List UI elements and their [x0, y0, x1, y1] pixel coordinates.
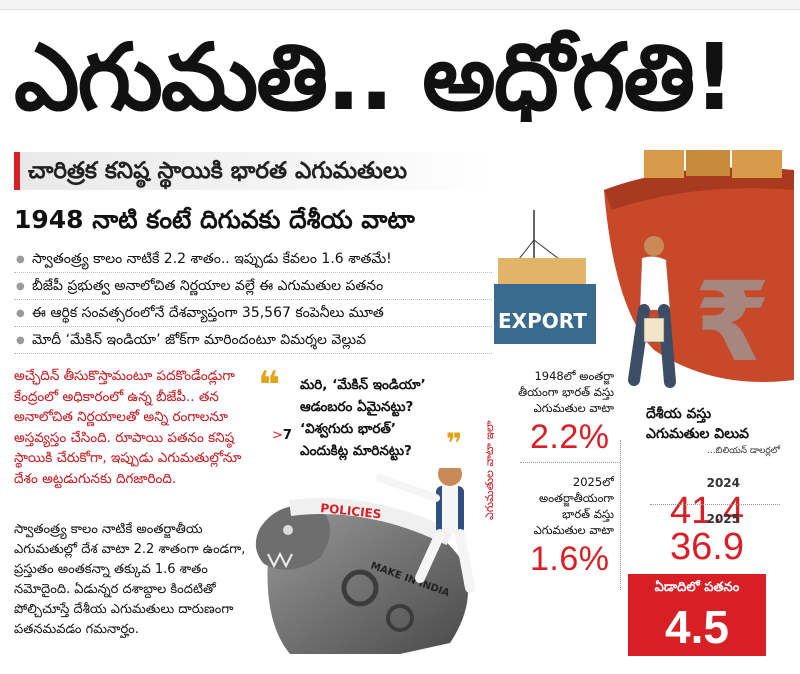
quote-line: ‘విశ్వగురు భారత్’	[300, 421, 397, 437]
bullet-item: ఈ ఆర్థిక సంవత్సరంలోనే దేశవ్యాప్తంగా 35,5…	[14, 300, 492, 327]
bullet-item: మోదీ ‘మేకిన్ ఇండియా’ జోక్‌గా మారిందంటూ వ…	[14, 327, 492, 354]
rupee-icon: ₹	[694, 258, 771, 386]
page-reference: >7	[272, 428, 292, 443]
quote-text: మరి, ‘మేకిన్ ఇండియా’ ఆడంబరం ఏమైనట్టు? ‘వ…	[300, 374, 480, 462]
quote-line: ఆడంబరం ఏమైనట్టు?	[300, 399, 414, 415]
subheading-2: 1948 నాటి కంటే దిగువకు దేశీయ వాటా	[14, 205, 415, 234]
fall-value: 4.5	[665, 601, 729, 653]
body-paragraph: స్వాతంత్ర్య కాలం నాటికే అంతర్జాతీయ ఎగుమత…	[14, 522, 246, 637]
export-value-heading: దేశీయ వస్తు ఎగుమతుల విలువ	[646, 404, 766, 444]
divider	[650, 504, 780, 505]
worker-legs	[628, 304, 676, 388]
gear-icon	[386, 604, 414, 632]
quote-close-icon: ❞	[446, 427, 463, 460]
container	[644, 150, 684, 178]
man-kurta	[442, 486, 458, 534]
cargo-crate	[498, 258, 586, 284]
red-paragraph: అచ్ఛేదిన్ తీసుకొస్తామంటూ పదకొండేండ్లుగా …	[14, 368, 242, 487]
bullet-item: స్వాతంత్ర్య కాలం నాటికే 2.2 శాతం.. ఇప్పు…	[14, 246, 492, 273]
fall-box: ఏడాదిలో పతనం 4.5	[628, 574, 766, 656]
quote-open-icon: ❝	[258, 363, 281, 407]
quote-line: ఎందుకిట్ల మారినట్టు?	[300, 443, 412, 459]
bullet-list: స్వాతంత్ర్య కాలం నాటికే 2.2 శాతం.. ఇప్పు…	[14, 246, 492, 354]
heading-line: ఎగుమతుల విలువ	[646, 426, 749, 442]
quote-line: మరి, ‘మేకిన్ ఇండియా’	[300, 377, 426, 393]
gear-icon	[341, 569, 379, 607]
share-2025-caption: 2025లో అంతర్జాతీయంగా భారత్ వస్తు ఎగుమతుల…	[506, 474, 614, 538]
tiger-head	[255, 505, 330, 570]
export-ship-illustration: EXPORT ₹	[494, 150, 794, 388]
export-label: EXPORT	[498, 309, 587, 333]
clipboard-icon	[643, 317, 665, 343]
tiger-eye	[283, 525, 293, 535]
headline: ఎగుమతి.. అధోగతి!	[14, 24, 735, 131]
caption-line: 1948లో అంతర్జా	[534, 369, 614, 383]
heading-line: దేశీయ వస్తు	[646, 406, 712, 422]
caption-line: ఎగుమతుల వాటా	[533, 401, 614, 415]
caption-line: ఎగుమతుల వాటా	[533, 523, 614, 537]
caption-line: తీయంగా భారత్ వస్తు	[518, 385, 614, 399]
man-head	[438, 468, 462, 486]
policies-band	[289, 498, 454, 546]
worker-head	[644, 236, 664, 256]
value-2024: 41.4	[670, 490, 744, 532]
man-legs	[415, 529, 475, 593]
share-side-label: ఎగుమతుల వాటా ఇలా	[483, 420, 496, 520]
page-ref-arrow: >	[272, 428, 283, 443]
container	[732, 150, 782, 178]
page-ref-number: 7	[282, 428, 292, 443]
year-2025: 2025	[706, 512, 740, 526]
man-arm	[376, 474, 440, 502]
share-1948-caption: 1948లో అంతర్జా తీయంగా భారత్ వస్తు ఎగుమతు…	[506, 368, 614, 416]
ship-deck	[604, 167, 794, 210]
year-2024: 2024	[706, 476, 740, 490]
bullet-item: బీజేపీ ప్రభుత్వ అనాలోచిత నిర్ణయాల వల్లే …	[14, 273, 492, 300]
export-box	[494, 284, 596, 344]
make-in-india-illustration: POLICIES MAKE IN INDIA	[255, 468, 475, 654]
caption-line: భారత్ వస్తు	[562, 507, 614, 521]
share-2025-value: 1.6%	[530, 540, 610, 578]
value-2025: 36.9	[670, 526, 744, 568]
caption-line: అంతర్జాతీయంగా	[539, 491, 614, 505]
divider	[620, 440, 621, 590]
policies-label: POLICIES	[320, 501, 382, 521]
divider	[520, 462, 620, 463]
top-bar	[0, 0, 800, 10]
container	[686, 150, 730, 176]
unit-note: ...బిలియన్ డాలర్లలో	[706, 446, 780, 456]
caption-line: 2025లో	[572, 475, 614, 489]
tiger-teeth	[267, 551, 293, 569]
share-1948-value: 2.2%	[530, 418, 610, 456]
fall-label: ఏడాదిలో పతనం	[654, 580, 740, 595]
subheading: చారిత్రక కనిష్ఠ స్థాయికి భారత ఎగుమతులు	[14, 152, 492, 190]
worker-shirt	[639, 256, 671, 311]
